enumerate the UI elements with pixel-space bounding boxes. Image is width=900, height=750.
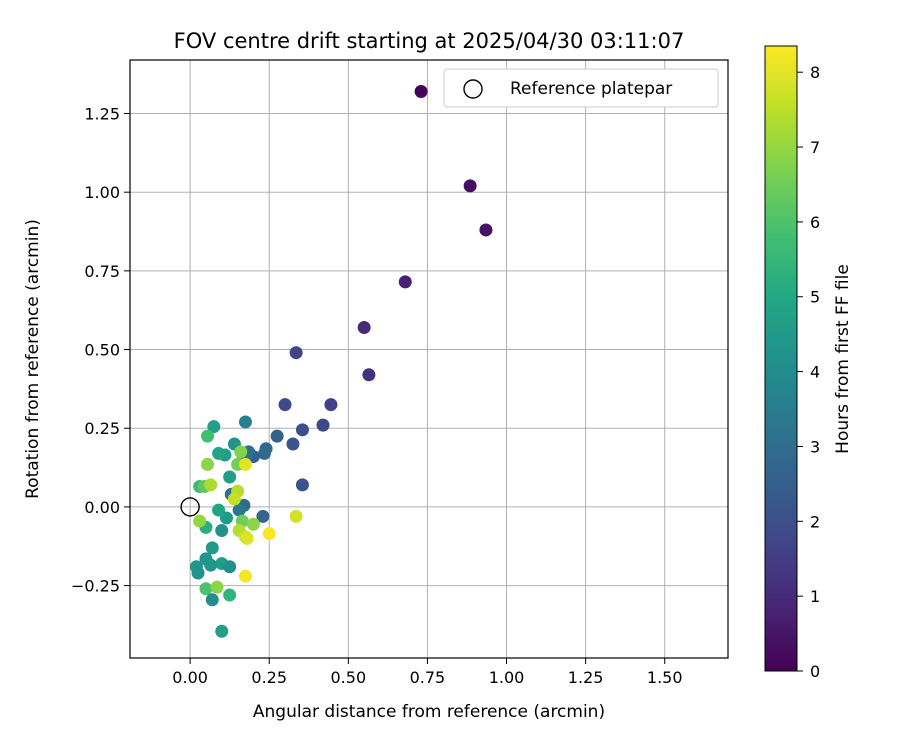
colorbar-tick-label: 3: [810, 437, 820, 456]
data-point: [479, 223, 493, 237]
data-point: [238, 415, 252, 429]
y-tick-label: 0.50: [84, 341, 120, 360]
data-point: [223, 560, 237, 574]
x-tick-label: 0.00: [172, 668, 208, 687]
data-point: [398, 275, 412, 289]
x-tick-label: 0.50: [331, 668, 367, 687]
y-tick-label: 1.25: [84, 105, 120, 124]
chart-title: FOV centre drift starting at 2025/04/30 …: [174, 29, 685, 53]
colorbar-gradient: [764, 45, 798, 672]
data-point: [215, 624, 229, 638]
x-tick-label: 1.00: [489, 668, 525, 687]
data-point: [238, 457, 252, 471]
data-point: [246, 517, 260, 531]
data-point: [270, 429, 284, 443]
data-point: [210, 580, 224, 594]
y-tick-label: 0.75: [84, 262, 120, 281]
data-point: [286, 437, 300, 451]
gridlines: [130, 60, 728, 658]
data-point: [223, 470, 237, 484]
reference-platepar-marker: [180, 497, 200, 517]
data-point: [207, 420, 221, 434]
data-point: [256, 509, 270, 523]
data-point: [262, 527, 276, 541]
legend: Reference platepar: [443, 68, 719, 108]
data-point: [238, 569, 252, 583]
x-tick-label: 1.50: [647, 668, 683, 687]
data-point: [362, 368, 376, 382]
colorbar-label: Hours from first FF file: [833, 264, 853, 454]
data-point: [204, 478, 218, 492]
data-point: [463, 179, 477, 193]
colorbar-tick-label: 1: [810, 587, 820, 606]
data-point: [289, 509, 303, 523]
data-point: [191, 566, 205, 580]
data-point: [357, 321, 371, 335]
data-point: [278, 398, 292, 412]
data-point: [316, 418, 330, 432]
x-axis-ticks: 0.00 0.25 0.50 0.75 1.00 1.25 1.50: [172, 658, 683, 687]
data-point: [289, 346, 303, 360]
data-points: [189, 84, 493, 638]
colorbar-tick-label: 6: [810, 213, 820, 232]
colorbar-tick-label: 0: [810, 662, 820, 681]
data-point: [204, 558, 218, 572]
y-tick-label: 0.00: [84, 498, 120, 517]
y-axis-label: Rotation from reference (arcmin): [23, 219, 43, 499]
y-tick-label: 1.00: [84, 183, 120, 202]
data-point: [212, 503, 226, 517]
colorbar-ticks: 0 1 2 3 4 5 6 7 8: [797, 63, 820, 681]
data-point: [234, 445, 248, 459]
colorbar-tick-label: 8: [810, 63, 820, 82]
data-point: [414, 84, 428, 98]
data-point: [295, 423, 309, 437]
data-point: [201, 429, 215, 443]
data-point: [227, 492, 241, 506]
legend-label: Reference platepar: [510, 79, 672, 99]
x-tick-label: 1.25: [568, 668, 604, 687]
reference-marker-group: [180, 497, 200, 517]
x-tick-label: 0.25: [251, 668, 287, 687]
data-point: [201, 457, 215, 471]
data-point: [220, 511, 234, 525]
colorbar-tick-label: 7: [810, 138, 820, 157]
legend-marker-icon: [463, 79, 483, 99]
data-point: [193, 514, 207, 528]
data-point: [205, 593, 219, 607]
data-point: [295, 478, 309, 492]
x-tick-label: 0.75: [410, 668, 446, 687]
data-point: [240, 531, 254, 545]
y-tick-label: −0.25: [71, 577, 120, 596]
colorbar: 0 1 2 3 4 5 6 7 8 Hours from first FF file: [764, 45, 853, 681]
data-point: [212, 446, 226, 460]
data-point: [232, 503, 246, 517]
data-point: [199, 582, 213, 596]
data-point: [215, 524, 229, 538]
data-point: [257, 446, 271, 460]
colorbar-tick-label: 2: [810, 512, 820, 531]
y-tick-label: 0.25: [84, 419, 120, 438]
data-point: [205, 541, 219, 555]
data-point: [324, 398, 338, 412]
colorbar-tick-label: 5: [810, 288, 820, 307]
legend-box: [443, 68, 719, 108]
colorbar-tick-label: 4: [810, 363, 820, 382]
data-point: [223, 588, 237, 602]
x-axis-label: Angular distance from reference (arcmin): [253, 702, 605, 722]
y-axis-ticks: −0.25 0.00 0.25 0.50 0.75 1.00 1.25: [71, 105, 130, 596]
plot-frame: [129, 59, 729, 659]
